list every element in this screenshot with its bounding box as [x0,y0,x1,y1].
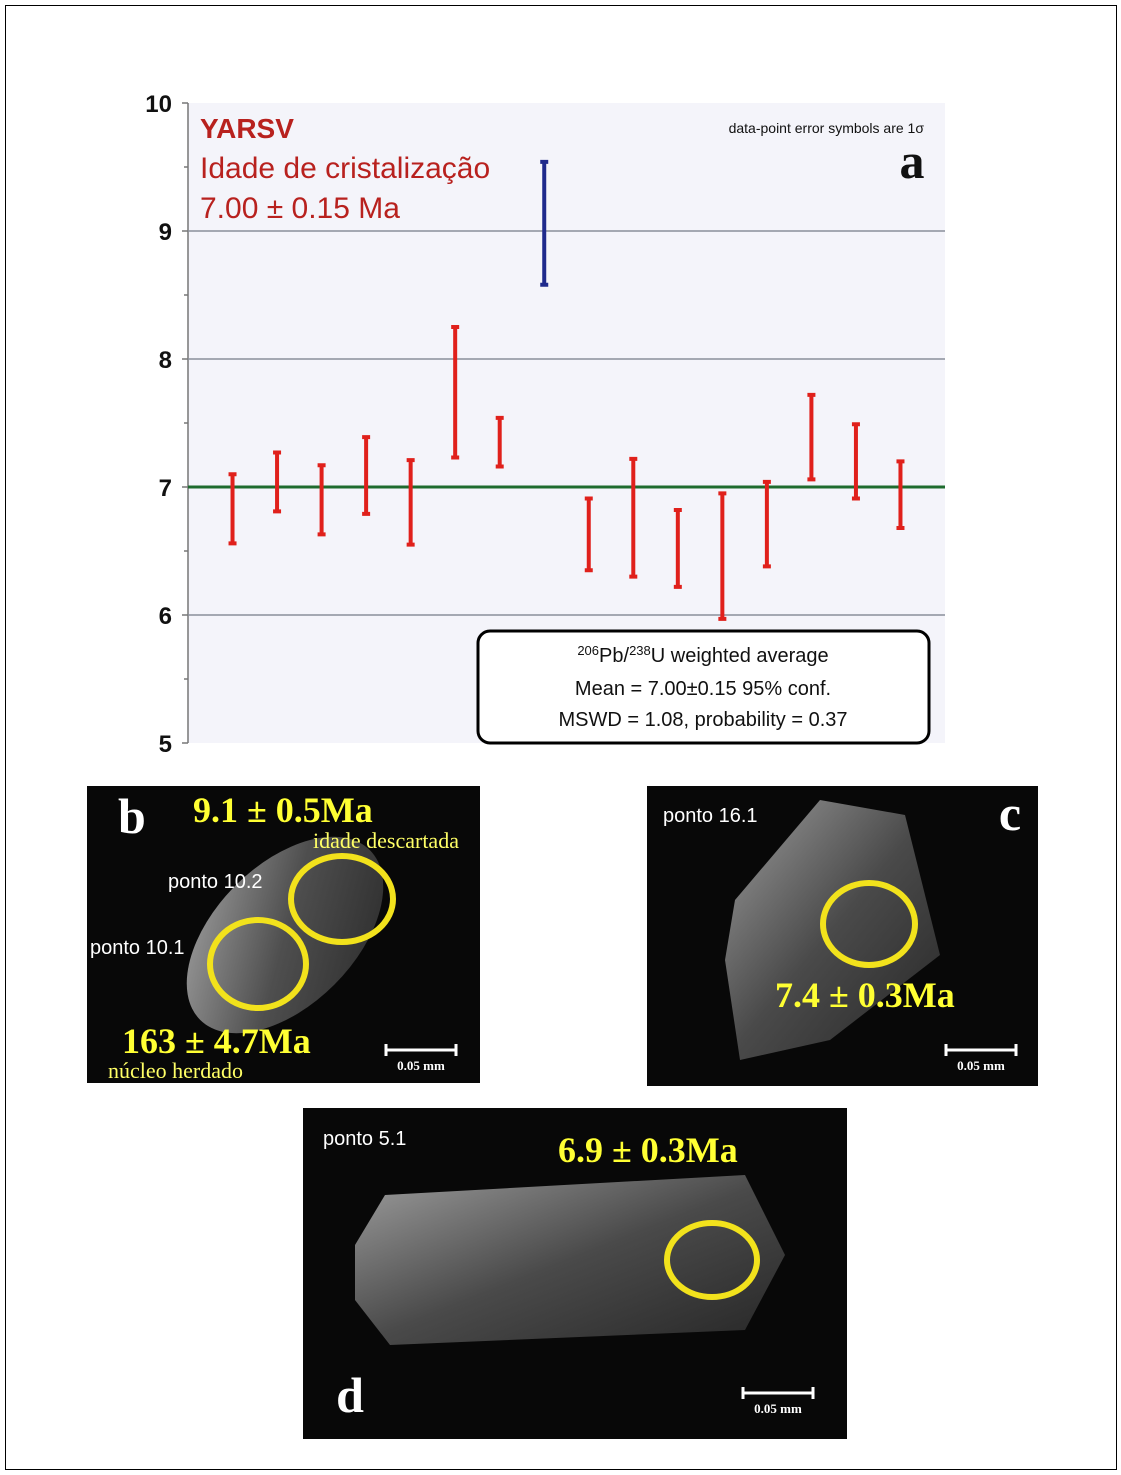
figure: 5 6 7 8 9 10 YARSV Idade de cristalização 7.0… [0,0,1121,1475]
panel-c: ponto 16.1 c 7.4 ± 0.3Ma 0.05 mm [647,785,1038,1086]
stats-line: 206Pb/238U weighted average [577,643,828,667]
y-tick-label: 8 [159,347,172,374]
y-tick-label: 9 [159,219,172,246]
scale-label: 0.05 mm [754,1401,802,1416]
age: 9.1 ± 0.5Ma [193,790,373,830]
annotation: Idade de cristalização [200,152,490,185]
sup: 238 [629,643,651,658]
text: U weighted average [651,645,829,667]
note: idade descartada [313,828,459,853]
annotation: 7.00 ± 0.15 Ma [200,192,400,225]
y-tick-label: 10 [145,91,172,118]
age: 163 ± 4.7Ma [122,1021,311,1061]
sup: 206 [577,643,599,658]
panel-letter: c [999,785,1021,841]
note: data-point error symbols are 1σ [729,120,925,136]
text: Pb/ [599,645,629,667]
panel-letter: b [118,788,146,844]
stats-line: Mean = 7.00±0.15 95% conf. [575,678,831,700]
scale-label: 0.05 mm [957,1058,1005,1073]
age: 7.4 ± 0.3Ma [775,975,955,1015]
crystal [355,1175,785,1345]
panel-b: b 9.1 ± 0.5Ma idade descartada ponto 10.… [87,786,480,1083]
spot-label: ponto 10.1 [90,937,185,959]
sample-name: YARSV [200,113,294,144]
panel-letter: a [900,133,925,189]
age: 6.9 ± 0.3Ma [558,1130,738,1170]
spot-label: ponto 16.1 [663,805,758,827]
y-tick-label: 7 [159,475,172,502]
y-tick-label: 5 [159,731,172,758]
y-tick-label: 6 [159,603,172,630]
spot-label: ponto 5.1 [323,1128,406,1150]
stats-line: MSWD = 1.08, probability = 0.37 [558,709,847,731]
scale-label: 0.05 mm [397,1058,445,1073]
spot-label: ponto 10.2 [168,871,263,893]
panel-d: ponto 5.1 6.9 ± 0.3Ma d 0.05 mm [303,1108,847,1439]
panel-letter: d [336,1367,364,1423]
note: núcleo herdado [108,1058,243,1083]
